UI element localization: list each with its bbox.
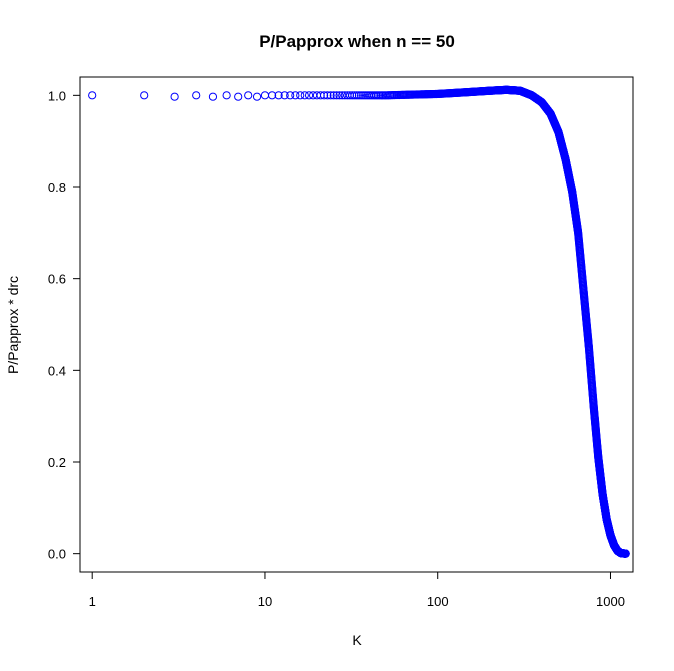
- data-point: [350, 91, 359, 100]
- y-tick-label: 0.0: [48, 547, 66, 562]
- data-point: [332, 91, 341, 100]
- chart-title: P/Papprox when n == 50: [259, 32, 455, 51]
- data-point: [192, 91, 201, 100]
- x-axis-label: K: [352, 632, 362, 648]
- data-point: [280, 91, 289, 100]
- data-point: [354, 91, 364, 100]
- data-point: [352, 91, 361, 100]
- data-point: [234, 92, 243, 101]
- data-point: [274, 91, 283, 100]
- data-point: [356, 91, 366, 100]
- data-point: [320, 91, 329, 100]
- data-point: [286, 91, 295, 100]
- x-axis-ticks: 1 10 100 1000: [89, 572, 625, 609]
- data-point: [335, 91, 344, 100]
- x-tick-label: 10: [258, 594, 272, 609]
- y-tick-label: 0.8: [48, 180, 66, 195]
- data-points: [88, 85, 630, 558]
- data-point: [244, 91, 253, 100]
- y-axis-ticks: 0.0 0.2 0.4 0.6 0.8 1.0: [48, 88, 80, 562]
- data-point: [88, 91, 97, 100]
- data-point: [323, 91, 332, 100]
- data-point: [296, 91, 305, 100]
- data-point: [170, 92, 179, 101]
- y-tick-label: 0.6: [48, 272, 66, 287]
- x-tick-label: 1000: [596, 594, 625, 609]
- data-point: [326, 91, 335, 100]
- data-point: [359, 91, 368, 100]
- data-point: [268, 91, 277, 100]
- data-point: [300, 91, 309, 100]
- x-tick-label: 100: [427, 594, 449, 609]
- y-tick-label: 0.2: [48, 455, 66, 470]
- data-point: [222, 91, 231, 100]
- data-point: [329, 91, 338, 100]
- data-point: [140, 91, 149, 100]
- data-point: [208, 92, 218, 101]
- y-tick-label: 0.4: [48, 363, 66, 378]
- data-point: [291, 91, 300, 100]
- y-tick-label: 1.0: [48, 88, 66, 103]
- data-point: [260, 91, 270, 100]
- data-point: [252, 92, 262, 101]
- y-axis-label: P/Papprox * drc: [5, 276, 21, 374]
- data-point: [621, 549, 630, 558]
- x-tick-label: 1: [89, 594, 96, 609]
- plot-frame: [79, 76, 634, 573]
- data-point: [304, 91, 314, 100]
